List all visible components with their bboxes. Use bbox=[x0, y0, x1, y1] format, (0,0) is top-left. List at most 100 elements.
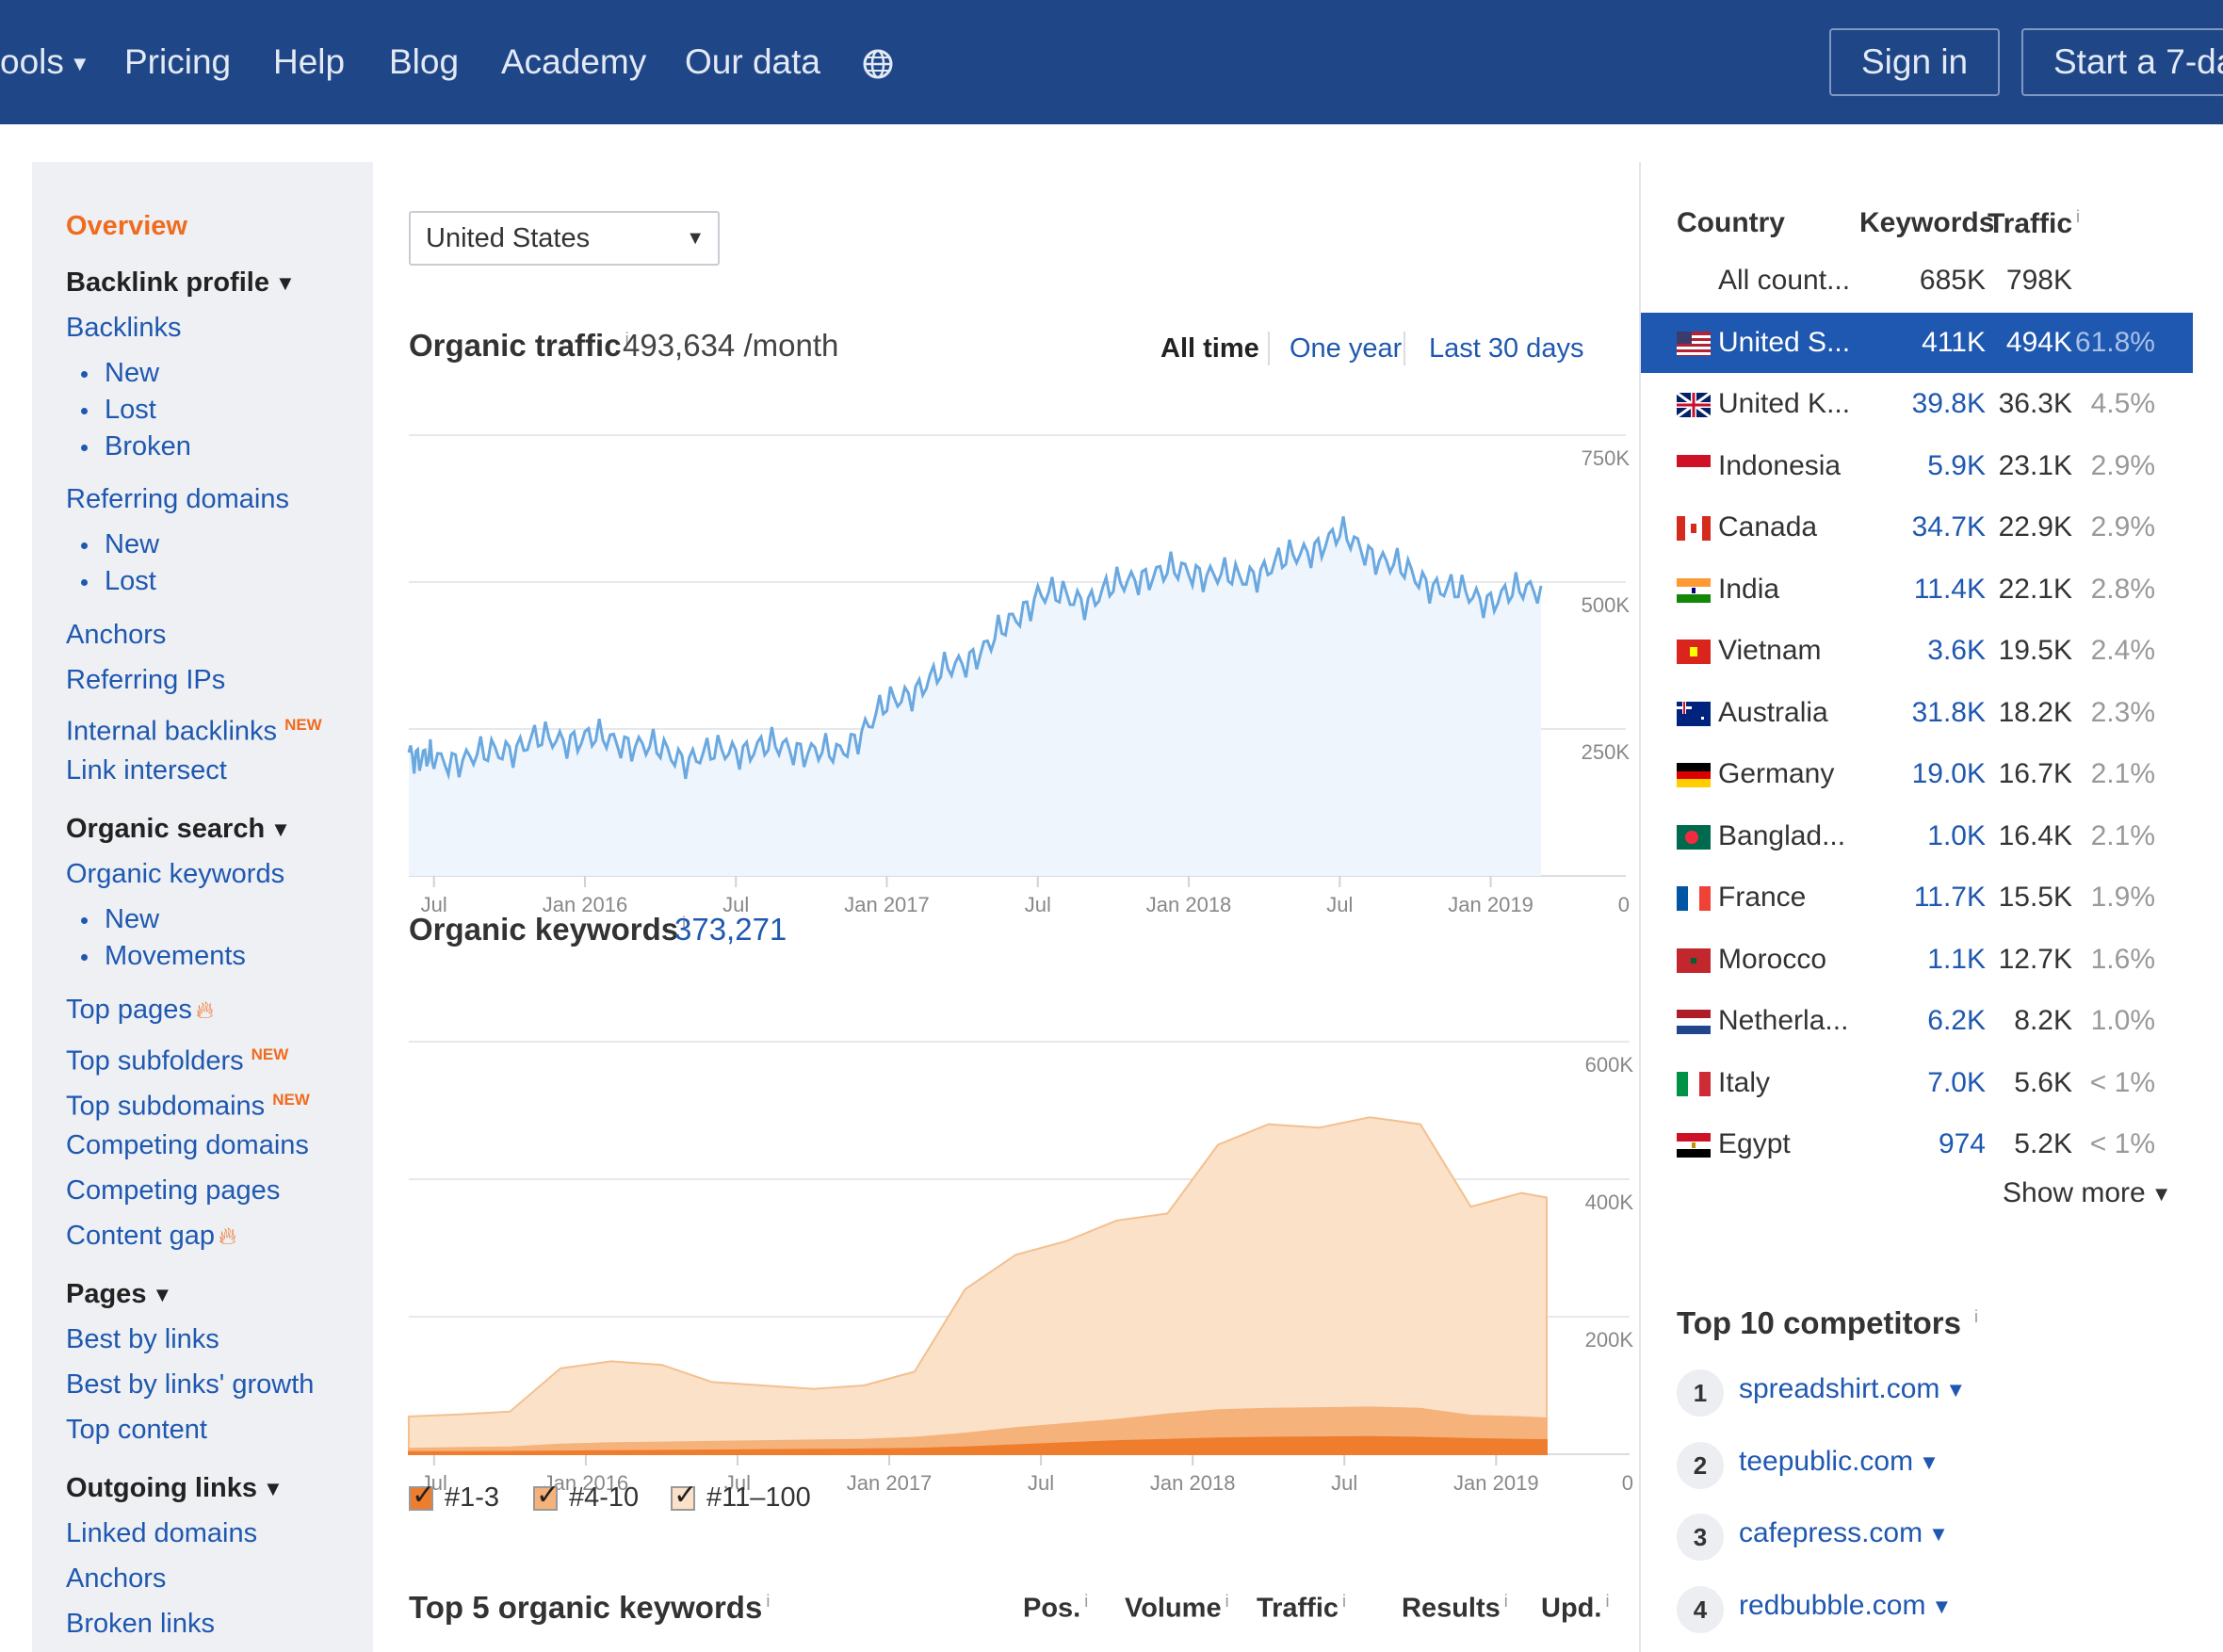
country-row[interactable]: Indonesia 5.9K 23.1K 2.9% bbox=[1641, 436, 2193, 496]
sidebar-item-rd-lost[interactable]: Lost bbox=[81, 562, 156, 600]
country-keywords[interactable]: 34.7K bbox=[1911, 511, 1986, 543]
column-results[interactable]: Results i bbox=[1402, 1592, 1508, 1624]
nav-help[interactable]: Help bbox=[273, 42, 346, 81]
country-select[interactable]: United States ▼ bbox=[409, 211, 720, 266]
country-row[interactable]: All count... 685K 798K bbox=[1641, 251, 2193, 311]
legend-checkbox-top3[interactable]: #1-3 bbox=[409, 1479, 499, 1514]
show-more-button[interactable]: Show more ▼ bbox=[2003, 1177, 2172, 1208]
sidebar-item-top-subdomains[interactable]: Top subdomains NEW bbox=[66, 1091, 310, 1122]
country-row[interactable]: France 11.7K 15.5K 1.9% bbox=[1641, 867, 2193, 928]
sidebar-item-overview[interactable]: Overview bbox=[66, 211, 187, 241]
country-row[interactable]: Italy 7.0K 5.6K < 1% bbox=[1641, 1053, 2193, 1113]
sidebar-item-top-pages[interactable]: Top pages 🔥︎ bbox=[66, 995, 214, 1025]
range-one-year[interactable]: One year bbox=[1290, 333, 1403, 364]
country-row[interactable]: Egypt 974 5.2K < 1% bbox=[1641, 1114, 2193, 1174]
range-last-30-days[interactable]: Last 30 days bbox=[1429, 333, 1584, 364]
country-row[interactable]: Vietnam 3.6K 19.5K 2.4% bbox=[1641, 621, 2193, 681]
chevron-down-icon[interactable]: ▼ bbox=[1931, 1594, 1953, 1618]
country-row[interactable]: United S... 411K 494K 61.8% bbox=[1641, 312, 2193, 373]
sidebar-item-backlinks[interactable]: Backlinks bbox=[66, 313, 182, 343]
sidebar-item-internal-backlinks[interactable]: Internal backlinks NEW bbox=[66, 716, 322, 747]
legend-checkbox-top10[interactable]: #4-10 bbox=[533, 1479, 639, 1514]
organic-keywords-value[interactable]: 373,271 bbox=[674, 912, 787, 947]
country-keywords[interactable]: 1.1K bbox=[1927, 943, 1986, 975]
chevron-down-icon[interactable]: ▼ bbox=[1945, 1378, 1967, 1402]
start-trial-button[interactable]: Start a 7-da bbox=[2021, 28, 2223, 96]
organic-traffic-chart[interactable]: 750K 500K 250K 0 Jul Jan 2016 Jul Jan 2017 Jul Ja… bbox=[373, 397, 1639, 1019]
country-row[interactable]: Banglad... 1.0K 16.4K 2.1% bbox=[1641, 806, 2193, 866]
country-keywords[interactable]: 3.6K bbox=[1927, 635, 1986, 666]
sidebar-item-broken-links[interactable]: Broken links bbox=[66, 1609, 215, 1639]
competitor-domain-link[interactable]: teepublic.com ▼ bbox=[1739, 1446, 1939, 1478]
sidebar-item-referring-ips[interactable]: Referring IPs bbox=[66, 665, 226, 695]
column-updated[interactable]: Upd. i bbox=[1541, 1592, 1610, 1624]
sign-in-button[interactable]: Sign in bbox=[1829, 28, 2001, 96]
country-row[interactable]: Canada 34.7K 22.9K 2.9% bbox=[1641, 497, 2193, 558]
competitor-domain-link[interactable]: redbubble.com ▼ bbox=[1739, 1590, 1952, 1622]
country-keywords[interactable]: 19.0K bbox=[1911, 758, 1986, 789]
sidebar-item-outgoing-anchors[interactable]: Anchors bbox=[66, 1563, 167, 1594]
sidebar-item-best-by-links[interactable]: Best by links bbox=[66, 1324, 219, 1354]
nav-blog[interactable]: Blog bbox=[389, 42, 460, 81]
country-row[interactable]: Netherla... 6.2K 8.2K 1.0% bbox=[1641, 991, 2193, 1051]
sidebar-item-top-subfolders[interactable]: Top subfolders NEW bbox=[66, 1045, 289, 1077]
column-traffic[interactable]: Traffic i bbox=[1988, 207, 2081, 239]
country-keywords[interactable]: 5.9K bbox=[1927, 449, 1986, 481]
sidebar-item-best-by-links-growth[interactable]: Best by links' growth bbox=[66, 1369, 315, 1400]
info-icon[interactable]: i bbox=[682, 914, 687, 932]
sidebar-item-ok-movements[interactable]: Movements bbox=[81, 937, 246, 975]
legend-checkbox-top100[interactable]: #11–100 bbox=[671, 1479, 811, 1514]
sidebar-item-link-intersect[interactable]: Link intersect bbox=[66, 755, 227, 786]
nav-academy[interactable]: Academy bbox=[501, 42, 647, 81]
sidebar-section-organic-search[interactable]: Organic search ▼ bbox=[66, 814, 291, 844]
column-country[interactable]: Country bbox=[1677, 207, 1785, 238]
sidebar-item-linked-domains[interactable]: Linked domains bbox=[66, 1518, 258, 1548]
sidebar-item-content-gap[interactable]: Content gap 🔥︎ bbox=[66, 1221, 237, 1251]
competitor-domain-link[interactable]: cafepress.com ▼ bbox=[1739, 1517, 1949, 1549]
nav-tools-menu[interactable]: ools ▼ bbox=[0, 42, 90, 81]
sidebar-section-backlink-profile[interactable]: Backlink profile ▼ bbox=[66, 267, 296, 298]
country-keywords[interactable]: 11.7K bbox=[1913, 882, 1986, 913]
country-keywords[interactable]: 39.8K bbox=[1911, 388, 1986, 419]
sidebar-item-ok-new[interactable]: New bbox=[81, 900, 159, 938]
country-keywords[interactable]: 411K bbox=[1922, 326, 1986, 358]
sidebar-item-backlinks-broken[interactable]: Broken bbox=[81, 428, 191, 465]
sidebar-item-competing-domains[interactable]: Competing domains bbox=[66, 1130, 309, 1160]
column-keywords[interactable]: Keywords bbox=[1859, 207, 1995, 238]
sidebar-item-competing-pages[interactable]: Competing pages bbox=[66, 1175, 281, 1206]
country-row[interactable]: Germany 19.0K 16.7K 2.1% bbox=[1641, 744, 2193, 804]
sidebar-section-outgoing-links[interactable]: Outgoing links ▼ bbox=[66, 1473, 284, 1503]
country-keywords[interactable]: 11.4K bbox=[1913, 573, 1986, 605]
nav-our-data[interactable]: Our data bbox=[685, 42, 820, 81]
column-volume[interactable]: Volume i bbox=[1125, 1592, 1229, 1624]
sidebar-item-referring-domains[interactable]: Referring domains bbox=[66, 484, 289, 514]
info-icon[interactable]: i bbox=[766, 1592, 771, 1611]
country-keywords[interactable]: 31.8K bbox=[1911, 696, 1986, 728]
chevron-down-icon[interactable]: ▼ bbox=[1928, 1522, 1949, 1547]
country-keywords[interactable]: 1.0K bbox=[1927, 819, 1986, 851]
column-position[interactable]: Pos. i bbox=[1023, 1592, 1089, 1624]
sidebar-item-top-content[interactable]: Top content bbox=[66, 1415, 207, 1445]
competitor-domain-link[interactable]: spreadshirt.com ▼ bbox=[1739, 1373, 1966, 1405]
sidebar-item-organic-keywords[interactable]: Organic keywords bbox=[66, 859, 285, 889]
country-row[interactable]: Morocco 1.1K 12.7K 1.6% bbox=[1641, 930, 2193, 990]
country-row[interactable]: India 11.4K 22.1K 2.8% bbox=[1641, 559, 2193, 620]
sidebar-item-backlinks-lost[interactable]: Lost bbox=[81, 391, 156, 429]
country-row[interactable]: United K... 39.8K 36.3K 4.5% bbox=[1641, 374, 2193, 434]
range-all-time[interactable]: All time bbox=[1160, 333, 1259, 364]
sidebar-item-rd-new[interactable]: New bbox=[81, 526, 159, 563]
country-keywords[interactable]: 974 bbox=[1938, 1128, 1986, 1159]
info-icon[interactable]: i bbox=[1973, 1307, 1978, 1326]
nav-pricing[interactable]: Pricing bbox=[124, 42, 232, 81]
sidebar-section-pages[interactable]: Pages ▼ bbox=[66, 1279, 173, 1309]
country-keywords[interactable]: 7.0K bbox=[1927, 1066, 1986, 1098]
country-row[interactable]: Australia 31.8K 18.2K 2.3% bbox=[1641, 683, 2193, 743]
sidebar-item-backlinks-new[interactable]: New bbox=[81, 354, 159, 392]
sidebar-item-anchors[interactable]: Anchors bbox=[66, 620, 167, 650]
info-icon[interactable]: i bbox=[625, 330, 629, 348]
column-traffic[interactable]: Traffic i bbox=[1257, 1592, 1347, 1624]
globe-icon[interactable] bbox=[862, 48, 894, 80]
chevron-down-icon[interactable]: ▼ bbox=[1919, 1450, 1939, 1474]
country-keywords[interactable]: 6.2K bbox=[1927, 1005, 1986, 1036]
